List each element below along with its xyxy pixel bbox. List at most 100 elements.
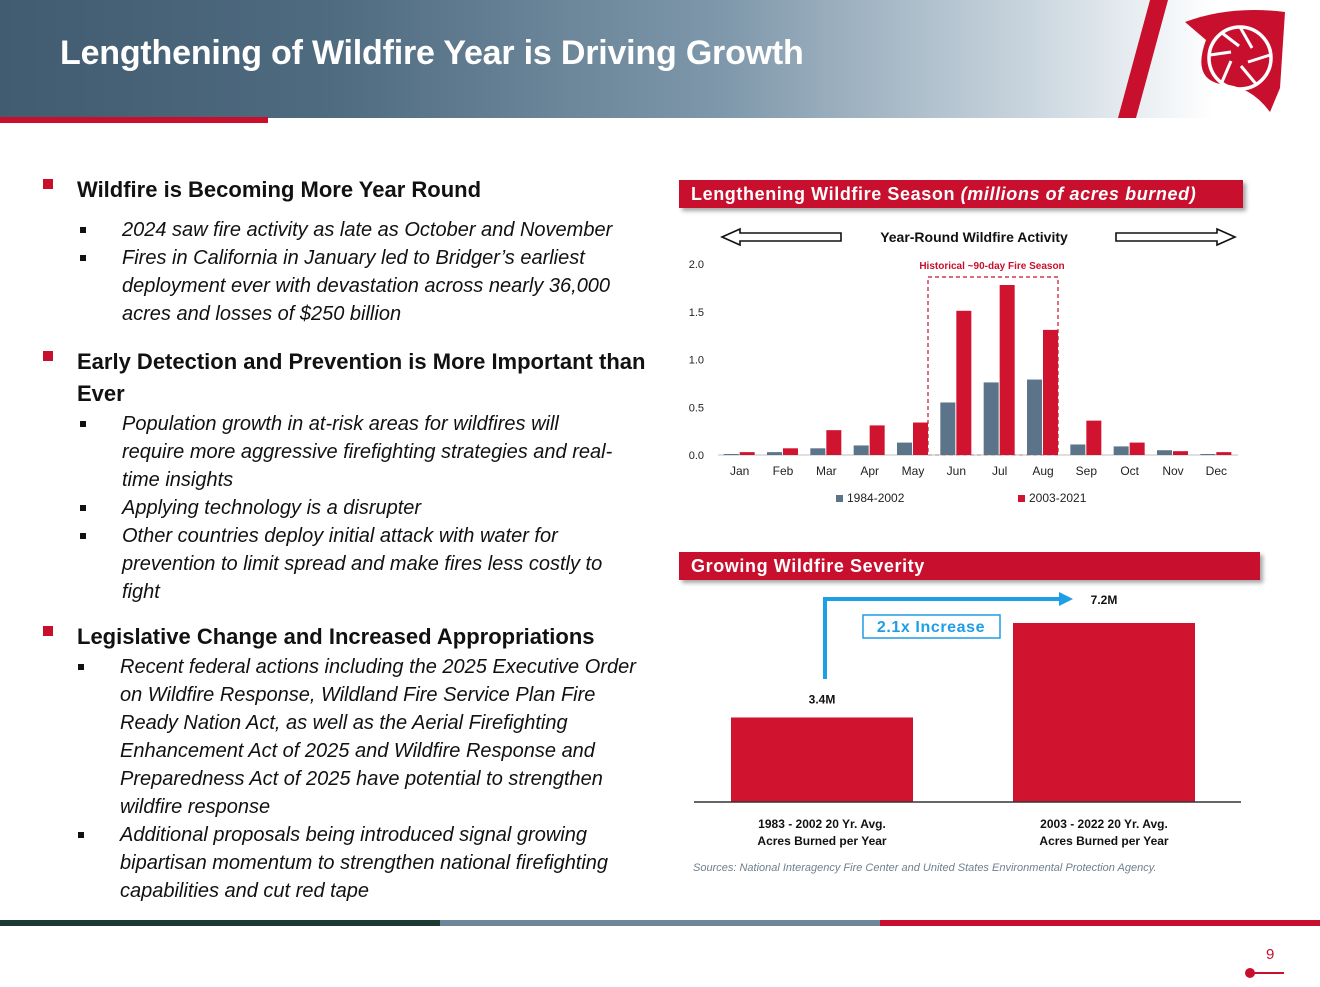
bullet-list: Population growth in at-risk areas for w… bbox=[77, 410, 660, 606]
bar-2003-2021-Nov bbox=[1173, 451, 1188, 455]
section-legislative: Legislative Change and Increased Appropr… bbox=[40, 621, 660, 905]
legend-swatch-2003-2021 bbox=[1018, 495, 1025, 502]
legend-label: 2003-2021 bbox=[1029, 491, 1087, 505]
sources-note: Sources: National Interagency Fire Cente… bbox=[693, 862, 1157, 874]
section-year-round: Wildfire is Becoming More Year Round 202… bbox=[40, 174, 660, 334]
bar-1984-2002-Feb bbox=[767, 452, 782, 455]
y-tick-label: 2.0 bbox=[689, 259, 704, 271]
bar-1984-2002-Dec bbox=[1200, 454, 1216, 455]
bar-1984-2002-Sep bbox=[1070, 444, 1086, 455]
y-tick-label: 0.0 bbox=[689, 450, 704, 462]
section-bullet-icon bbox=[43, 626, 53, 636]
footer-rule-gray bbox=[440, 920, 880, 926]
severity-bar-2 bbox=[1013, 623, 1195, 802]
x-tick-label: Nov bbox=[1162, 464, 1183, 478]
season-panel-title: Lengthening Wildfire Season (millions of… bbox=[679, 180, 1243, 208]
y-tick-label: 1.5 bbox=[689, 307, 704, 319]
page-title: Lengthening of Wildfire Year is Driving … bbox=[60, 34, 804, 72]
historical-season-label: Historical ~90-day Fire Season bbox=[919, 261, 1064, 272]
bar-2003-2021-Jul bbox=[999, 285, 1015, 455]
bar-2003-2021-Oct bbox=[1129, 442, 1145, 455]
legend-label: 1984-2002 bbox=[847, 491, 905, 505]
bar-2003-2021-Mar bbox=[826, 430, 842, 455]
season-chart: Year-Round Wildfire Activity Historical … bbox=[689, 227, 1238, 505]
increase-label: 2.1x Increase bbox=[877, 619, 985, 636]
category-label: 2003 - 2022 20 Yr. Avg. bbox=[1040, 817, 1168, 831]
bar-1984-2002-Mar bbox=[810, 448, 826, 455]
x-tick-label: Mar bbox=[816, 464, 837, 478]
list-item: Fires in California in January led to Br… bbox=[77, 244, 652, 328]
increase-label-box bbox=[862, 614, 1001, 639]
x-tick-label: Feb bbox=[773, 464, 794, 478]
page-marker-line bbox=[1250, 972, 1284, 974]
section-early-detection: Early Detection and Prevention is More I… bbox=[40, 346, 660, 609]
bullet-list: Recent federal actions including the 202… bbox=[75, 653, 660, 905]
bullet-list: 2024 saw fire activity as late as Octobe… bbox=[77, 216, 660, 328]
list-item: Additional proposals being introduced si… bbox=[75, 821, 635, 905]
season-title-text: Lengthening Wildfire Season bbox=[691, 184, 956, 204]
list-item: Recent federal actions including the 202… bbox=[75, 653, 645, 821]
severity-chart: 2.1x Increase 3.4M 7.2M 1983 - 2002 20 Yr… bbox=[694, 592, 1241, 848]
bar-1984-2002-Aug bbox=[1027, 379, 1042, 455]
bar-1984-2002-May bbox=[897, 442, 912, 455]
footer-rule-red bbox=[880, 920, 1320, 926]
section-bullet-icon bbox=[43, 351, 53, 361]
x-tick-label: Dec bbox=[1206, 464, 1227, 478]
list-item: Applying technology is a disrupter bbox=[77, 494, 660, 522]
title-underline bbox=[0, 117, 268, 123]
category-label: 1983 - 2002 20 Yr. Avg. bbox=[758, 817, 886, 831]
value-label: 3.4M bbox=[809, 692, 836, 706]
bar-2003-2021-Jun bbox=[956, 310, 972, 455]
bar-2003-2021-Sep bbox=[1086, 420, 1102, 455]
bar-1984-2002-Apr bbox=[853, 445, 869, 455]
bar-2003-2021-Feb bbox=[783, 448, 798, 455]
header-banner bbox=[0, 0, 1320, 118]
company-logo bbox=[1118, 0, 1285, 118]
section-bullet-icon bbox=[43, 179, 53, 189]
list-item: 2024 saw fire activity as late as Octobe… bbox=[77, 216, 660, 244]
bar-1984-2002-Jul bbox=[983, 382, 999, 455]
logo-slash bbox=[1118, 0, 1168, 118]
bar-1984-2002-Jun bbox=[940, 402, 956, 455]
bullet-content: Wildfire is Becoming More Year Round 202… bbox=[40, 174, 660, 905]
footer-rule-green bbox=[0, 920, 440, 926]
y-tick-label: 1.0 bbox=[689, 355, 704, 367]
x-tick-label: Jan bbox=[730, 464, 749, 478]
section-title: Legislative Change and Increased Appropr… bbox=[77, 624, 595, 649]
chart-legend: 1984-2002 2003-2021 bbox=[836, 491, 1087, 505]
severity-bar-1 bbox=[731, 717, 913, 802]
value-label: 7.2M bbox=[1091, 593, 1118, 607]
bar-1984-2002-Jan bbox=[723, 454, 739, 455]
x-tick-label: May bbox=[902, 464, 925, 478]
page-number: 9 bbox=[1266, 946, 1275, 963]
x-tick-label: Aug bbox=[1032, 464, 1053, 478]
section-title: Early Detection and Prevention is More I… bbox=[77, 349, 646, 406]
bar-2003-2021-Jan bbox=[739, 452, 755, 455]
increase-arrow-line bbox=[823, 597, 1060, 679]
aperture-icon bbox=[1209, 26, 1271, 85]
left-arrow-icon bbox=[720, 227, 842, 247]
x-tick-label: Jun bbox=[947, 464, 966, 478]
page-marker-dot bbox=[1245, 968, 1255, 978]
section-title: Wildfire is Becoming More Year Round bbox=[77, 177, 482, 202]
year-round-label: Year-Round Wildfire Activity bbox=[880, 229, 1068, 245]
x-tick-label: Apr bbox=[860, 464, 879, 478]
list-item: Population growth in at-risk areas for w… bbox=[77, 410, 617, 494]
legend-swatch-1984-2002 bbox=[836, 495, 843, 502]
category-label: Acres Burned per Year bbox=[757, 834, 887, 848]
bar-1984-2002-Nov bbox=[1157, 450, 1172, 455]
y-tick-label: 0.5 bbox=[689, 402, 704, 414]
season-title-suffix: (millions of acres burned) bbox=[960, 184, 1197, 204]
bar-2003-2021-Dec bbox=[1216, 452, 1232, 455]
x-tick-label: Sep bbox=[1076, 464, 1098, 478]
bar-1984-2002-Oct bbox=[1113, 446, 1129, 455]
x-tick-label: Jul bbox=[992, 464, 1007, 478]
severity-panel-title: Growing Wildfire Severity bbox=[679, 552, 1260, 580]
category-label: Acres Burned per Year bbox=[1039, 834, 1169, 848]
x-tick-label: Oct bbox=[1120, 464, 1139, 478]
bar-2003-2021-Aug bbox=[1043, 329, 1058, 455]
list-item: Other countries deploy initial attack wi… bbox=[77, 522, 642, 606]
right-arrow-icon bbox=[1115, 227, 1237, 247]
bar-2003-2021-Apr bbox=[869, 425, 885, 455]
arrow-head-icon bbox=[1059, 592, 1073, 606]
